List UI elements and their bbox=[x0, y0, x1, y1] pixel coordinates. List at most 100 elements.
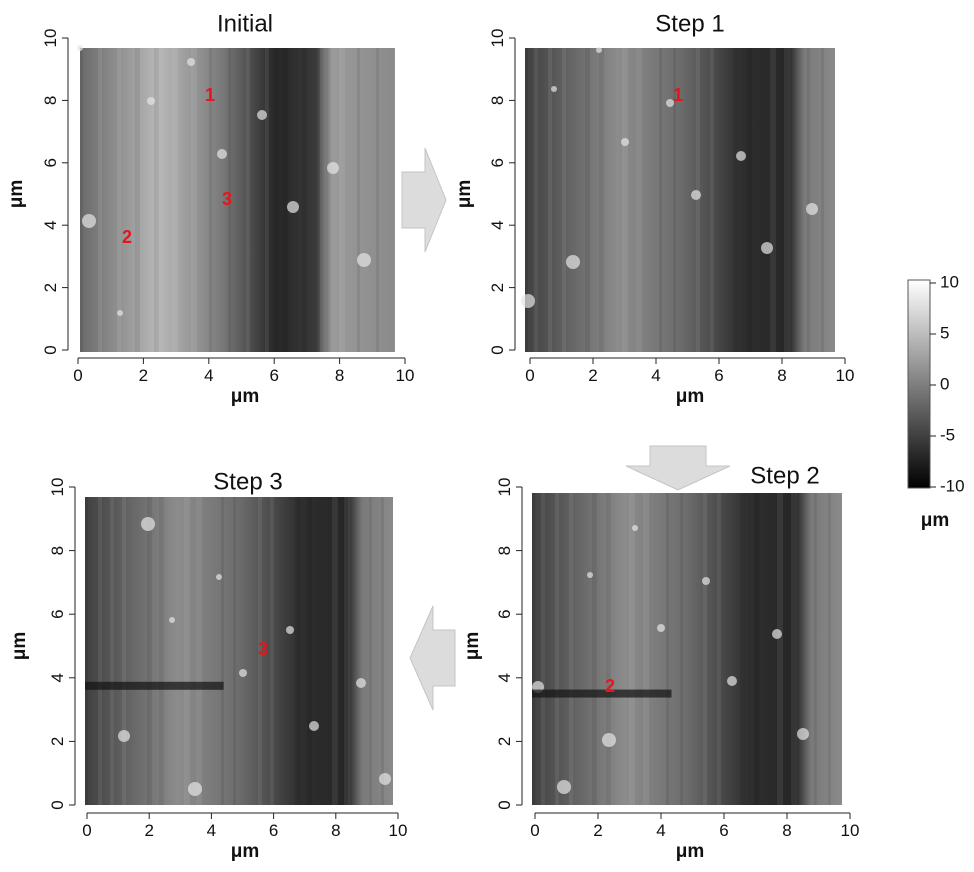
image-feature bbox=[147, 97, 155, 105]
image-stripe bbox=[258, 497, 262, 805]
image-stripe bbox=[381, 497, 384, 805]
image-stripe bbox=[110, 497, 114, 805]
image-stripe bbox=[209, 48, 212, 352]
image-stripe bbox=[135, 48, 140, 352]
image-feature bbox=[772, 629, 782, 639]
image-feature bbox=[217, 149, 227, 159]
x-tick-label: 6 bbox=[714, 366, 723, 385]
x-tick-label: 4 bbox=[207, 821, 216, 840]
image-feature bbox=[327, 162, 339, 174]
image-feature bbox=[117, 310, 123, 316]
image-stripe bbox=[606, 493, 611, 805]
image-stripe bbox=[777, 493, 783, 805]
image-feature bbox=[357, 253, 371, 267]
image-feature bbox=[188, 782, 202, 796]
image-stripe bbox=[233, 497, 236, 805]
y-tick-label: 10 bbox=[495, 478, 514, 497]
y-axis-label: μm bbox=[6, 180, 27, 209]
image-feature bbox=[602, 733, 616, 747]
image-feature bbox=[77, 45, 83, 51]
x-tick-label: 8 bbox=[782, 821, 791, 840]
y-tick-label: 0 bbox=[41, 345, 60, 354]
image-stripe bbox=[525, 48, 528, 352]
image-stripe bbox=[562, 48, 566, 352]
x-tick-label: 4 bbox=[651, 366, 660, 385]
arrow-left bbox=[409, 605, 456, 711]
afm-image bbox=[80, 48, 395, 352]
x-axis-label: μm bbox=[231, 841, 260, 862]
colorbar-tick-label: 10 bbox=[940, 272, 959, 291]
image-feature bbox=[287, 201, 299, 213]
image-feature bbox=[657, 624, 665, 632]
y-tick-label: 6 bbox=[488, 158, 507, 167]
x-tick-label: 6 bbox=[719, 821, 728, 840]
image-stripe bbox=[548, 48, 552, 352]
y-tick-label: 8 bbox=[41, 96, 60, 105]
x-tick-label: 10 bbox=[389, 821, 408, 840]
x-tick-label: 0 bbox=[82, 821, 91, 840]
y-tick-label: 6 bbox=[495, 609, 514, 618]
panel-title: Step 2 bbox=[750, 462, 819, 489]
x-tick-label: 2 bbox=[139, 366, 148, 385]
panel-title: Step 3 bbox=[213, 468, 282, 495]
x-tick-label: 8 bbox=[335, 366, 344, 385]
panel-title: Initial bbox=[217, 10, 273, 37]
image-feature bbox=[551, 86, 557, 92]
x-tick-label: 4 bbox=[656, 821, 665, 840]
image-stripe bbox=[754, 493, 759, 805]
y-tick-label: 2 bbox=[488, 283, 507, 292]
image-stripe bbox=[696, 48, 700, 352]
image-feature bbox=[632, 525, 638, 531]
site-marker: 1 bbox=[205, 85, 215, 105]
site-marker: 2 bbox=[122, 227, 132, 247]
image-stripe bbox=[98, 48, 102, 352]
colorbar-label: μm bbox=[921, 510, 950, 531]
image-stripe bbox=[636, 48, 642, 352]
y-tick-label: 0 bbox=[48, 800, 67, 809]
image-stripe bbox=[828, 493, 831, 805]
y-axis-label: μm bbox=[9, 632, 30, 661]
colorbar-tick-label: -5 bbox=[940, 425, 955, 444]
image-stripe bbox=[369, 497, 372, 805]
x-axis-label: μm bbox=[676, 386, 705, 407]
x-tick-label: 6 bbox=[269, 821, 278, 840]
image-stripe bbox=[814, 493, 817, 805]
image-feature bbox=[691, 190, 701, 200]
y-tick-label: 6 bbox=[41, 158, 60, 167]
image-stripe bbox=[673, 48, 676, 352]
afm-image bbox=[525, 48, 835, 352]
image-stripe bbox=[733, 48, 738, 352]
image-stripe bbox=[154, 48, 159, 352]
site-marker: 1 bbox=[673, 85, 683, 105]
image-feature bbox=[257, 110, 267, 120]
image-stripe bbox=[592, 493, 597, 805]
image-stripe bbox=[85, 497, 88, 805]
image-stripe bbox=[147, 497, 152, 805]
image-feature bbox=[761, 242, 773, 254]
image-stripe bbox=[283, 48, 288, 352]
colorbar-tick-label: -10 bbox=[940, 476, 965, 495]
arrow-down bbox=[625, 445, 731, 491]
x-tick-label: 4 bbox=[204, 366, 213, 385]
image-stripe bbox=[80, 48, 83, 352]
image-stripe bbox=[784, 48, 790, 352]
afm-image bbox=[532, 493, 842, 805]
image-feature bbox=[82, 214, 96, 228]
image-streak bbox=[85, 681, 224, 690]
y-axis-label: μm bbox=[454, 180, 475, 209]
site-marker: 3 bbox=[258, 639, 268, 659]
image-feature bbox=[379, 773, 391, 785]
image-stripe bbox=[122, 497, 126, 805]
y-tick-label: 10 bbox=[41, 29, 60, 48]
image-feature bbox=[587, 572, 593, 578]
image-stripe bbox=[747, 48, 752, 352]
image-feature bbox=[187, 58, 195, 66]
image-stripe bbox=[710, 48, 714, 352]
image-stripe bbox=[770, 48, 776, 352]
x-tick-label: 0 bbox=[530, 821, 539, 840]
image-stripe bbox=[307, 497, 312, 805]
y-tick-label: 8 bbox=[48, 546, 67, 555]
x-tick-label: 0 bbox=[525, 366, 534, 385]
image-stripe bbox=[569, 493, 573, 805]
